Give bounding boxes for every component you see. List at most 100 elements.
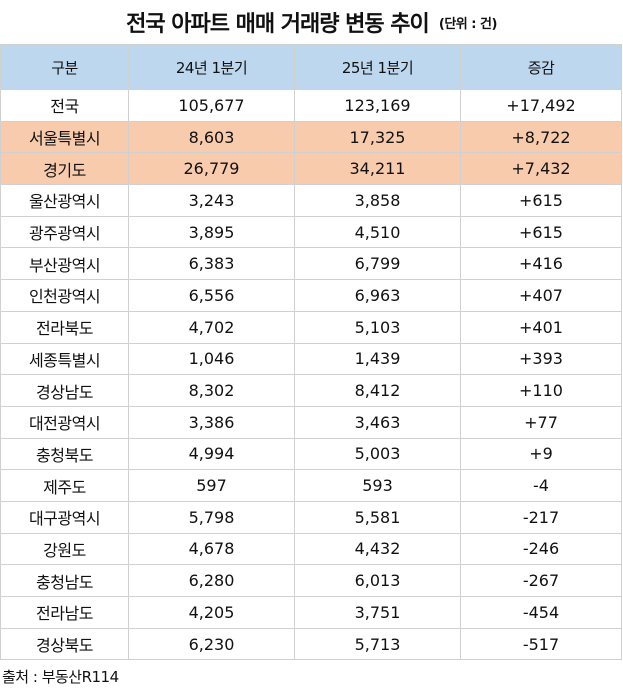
region-cell: 전라북도 (0, 310, 129, 344)
source-note: 출처 : 부동산R114 (2, 668, 119, 686)
q1-2025-cell: 3,463 (294, 405, 461, 439)
q1-2025-cell: 6,013 (294, 564, 461, 597)
change-cell: -217 (460, 500, 622, 534)
q1-2024-cell: 6,230 (128, 627, 295, 661)
table-row: 제주도 597 593 -4 (0, 469, 622, 502)
header-q1-2025: 25년 1분기 (294, 44, 461, 90)
q1-2024-cell: 6,383 (128, 247, 295, 281)
q1-2024-cell: 4,702 (128, 310, 295, 344)
header-change: 증감 (460, 44, 622, 90)
change-cell: +8,722 (460, 120, 622, 154)
region-cell: 충청남도 (0, 564, 129, 597)
q1-2024-cell: 1,046 (128, 342, 295, 376)
region-cell: 서울특별시 (0, 120, 129, 154)
q1-2025-cell: 123,169 (294, 89, 461, 122)
q1-2024-cell: 4,205 (128, 596, 295, 629)
change-cell: +17,492 (460, 89, 622, 122)
region-cell: 광주광역시 (0, 215, 129, 249)
region-cell: 인천광역시 (0, 279, 129, 312)
table-row: 경상북도 6,230 5,713 -517 (0, 627, 622, 661)
table-row: 강원도 4,678 4,432 -246 (0, 532, 622, 566)
change-cell: +110 (460, 374, 622, 407)
table-body: 전국 105,677 123,169 +17,492 서울특별시 8,603 17,325 +… (0, 89, 622, 661)
page-title: 전국 아파트 매매 거래량 변동 추이 (단위 : 건) (0, 6, 623, 40)
q1-2024-cell: 8,603 (128, 120, 295, 154)
region-cell: 경기도 (0, 152, 129, 186)
region-cell: 경상남도 (0, 374, 129, 407)
q1-2025-cell: 5,003 (294, 437, 461, 471)
region-cell: 강원도 (0, 532, 129, 566)
change-cell: +401 (460, 310, 622, 344)
q1-2025-cell: 3,751 (294, 596, 461, 629)
table-row: 경상남도 8,302 8,412 +110 (0, 374, 622, 407)
table-row: 전국 105,677 123,169 +17,492 (0, 89, 622, 122)
q1-2024-cell: 3,243 (128, 184, 295, 217)
q1-2024-cell: 26,779 (128, 152, 295, 186)
change-cell: +416 (460, 247, 622, 281)
table-row: 대구광역시 5,798 5,581 -217 (0, 500, 622, 534)
region-cell: 대전광역시 (0, 405, 129, 439)
q1-2025-cell: 34,211 (294, 152, 461, 186)
table-row: 세종특별시 1,046 1,439 +393 (0, 342, 622, 376)
change-cell: +7,432 (460, 152, 622, 186)
region-cell: 제주도 (0, 469, 129, 502)
change-cell: -517 (460, 627, 622, 661)
change-cell: +77 (460, 405, 622, 439)
region-cell: 울산광역시 (0, 184, 129, 217)
q1-2025-cell: 5,581 (294, 500, 461, 534)
table-row: 부산광역시 6,383 6,799 +416 (0, 247, 622, 281)
change-cell: -267 (460, 564, 622, 597)
change-cell: -246 (460, 532, 622, 566)
q1-2024-cell: 8,302 (128, 374, 295, 407)
change-cell: +9 (460, 437, 622, 471)
q1-2025-cell: 1,439 (294, 342, 461, 376)
q1-2024-cell: 4,994 (128, 437, 295, 471)
region-cell: 세종특별시 (0, 342, 129, 376)
change-cell: +615 (460, 184, 622, 217)
change-cell: +615 (460, 215, 622, 249)
q1-2025-cell: 4,510 (294, 215, 461, 249)
q1-2024-cell: 5,798 (128, 500, 295, 534)
q1-2024-cell: 3,386 (128, 405, 295, 439)
q1-2025-cell: 5,103 (294, 310, 461, 344)
region-cell: 대구광역시 (0, 500, 129, 534)
q1-2025-cell: 8,412 (294, 374, 461, 407)
table-row: 경기도 26,779 34,211 +7,432 (0, 152, 622, 186)
header-q1-2024: 24년 1분기 (128, 44, 295, 90)
q1-2024-cell: 597 (128, 469, 295, 502)
change-cell: -4 (460, 469, 622, 502)
transaction-table: 구분 24년 1분기 25년 1분기 증감 전국 105,677 123,169 +1… (0, 44, 622, 661)
q1-2025-cell: 3,858 (294, 184, 461, 217)
table-row: 충청북도 4,994 5,003 +9 (0, 437, 622, 471)
table-row: 인천광역시 6,556 6,963 +407 (0, 279, 622, 312)
title-unit: (단위 : 건) (438, 16, 498, 32)
table-row: 대전광역시 3,386 3,463 +77 (0, 405, 622, 439)
q1-2025-cell: 593 (294, 469, 461, 502)
change-cell: +393 (460, 342, 622, 376)
q1-2024-cell: 6,280 (128, 564, 295, 597)
region-cell: 경상북도 (0, 627, 129, 661)
change-cell: -454 (460, 596, 622, 629)
region-cell: 전라남도 (0, 596, 129, 629)
q1-2025-cell: 5,713 (294, 627, 461, 661)
q1-2025-cell: 17,325 (294, 120, 461, 154)
region-cell: 충청북도 (0, 437, 129, 471)
table-header-row: 구분 24년 1분기 25년 1분기 증감 (0, 44, 622, 90)
region-cell: 부산광역시 (0, 247, 129, 281)
table-row: 울산광역시 3,243 3,858 +615 (0, 184, 622, 217)
table-row: 충청남도 6,280 6,013 -267 (0, 564, 622, 597)
q1-2024-cell: 105,677 (128, 89, 295, 122)
q1-2025-cell: 4,432 (294, 532, 461, 566)
q1-2024-cell: 3,895 (128, 215, 295, 249)
title-main: 전국 아파트 매매 거래량 변동 추이 (126, 12, 430, 37)
q1-2024-cell: 4,678 (128, 532, 295, 566)
q1-2025-cell: 6,963 (294, 279, 461, 312)
table-row: 광주광역시 3,895 4,510 +615 (0, 215, 622, 249)
table-row: 서울특별시 8,603 17,325 +8,722 (0, 120, 622, 154)
region-cell: 전국 (0, 89, 129, 122)
change-cell: +407 (460, 279, 622, 312)
header-region: 구분 (0, 44, 129, 90)
q1-2025-cell: 6,799 (294, 247, 461, 281)
q1-2024-cell: 6,556 (128, 279, 295, 312)
table-row: 전라북도 4,702 5,103 +401 (0, 310, 622, 344)
